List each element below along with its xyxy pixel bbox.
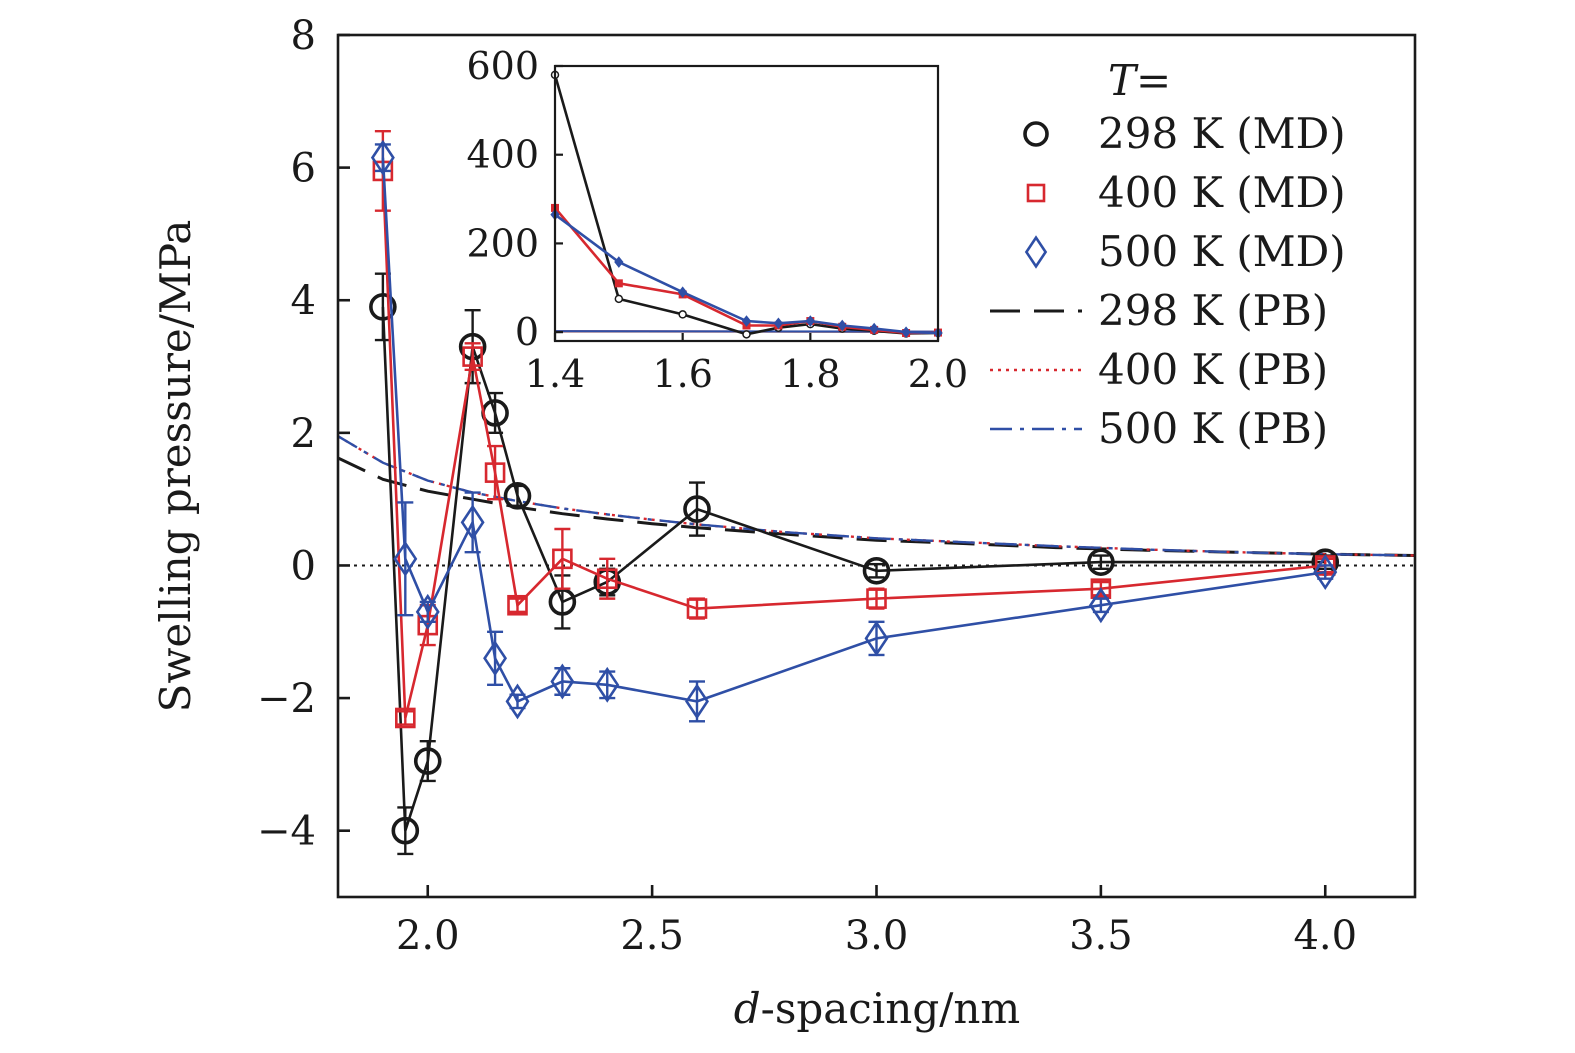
x-axis-title: d-spacing/nm: [734, 984, 1020, 1033]
legend-label: 298 K (MD): [1098, 109, 1346, 158]
inset-y-tick-label: 600: [466, 44, 539, 88]
data-point-298-k-md: [369, 293, 397, 321]
legend-entry-400-k-pb: 400 K (PB): [990, 345, 1328, 394]
data-point-500-k-md: [1088, 587, 1113, 624]
inset-x-tick-label: 1.6: [652, 352, 712, 396]
legend-title: T=: [1108, 56, 1171, 105]
data-point-298-k-md: [503, 482, 532, 510]
data-point-400-k-md: [507, 594, 528, 616]
main-y-tick-label: 0: [291, 543, 316, 589]
series-line-400-k-md: [381, 170, 1326, 719]
data-point-400-k-md: [686, 598, 708, 619]
data-point-298-k-md: [413, 747, 442, 775]
legend-label: 500 K (PB): [1098, 404, 1328, 453]
main-y-tick-label: 6: [291, 146, 316, 192]
main-y-tick-label: 8: [291, 13, 316, 59]
data-point-400-k-md: [552, 548, 573, 570]
data-point-400-k-md: [866, 588, 887, 609]
main-y-tick-label: −2: [257, 676, 316, 722]
inset-y-tick-label: 0: [515, 310, 539, 354]
inset-y-tick-label: 400: [466, 133, 539, 177]
series-298-k-pb: [338, 456, 1415, 557]
main-axes: 2.0 2.5 3.0 3.5 4.0 −4 −2 0 2 4 6 8: [257, 13, 1417, 959]
main-x-tick-label: 2.0: [396, 913, 460, 959]
y-axis-title: Swelling pressure/MPa: [151, 220, 200, 713]
inset-frame: [553, 64, 940, 343]
inset-data-point-500-k-md: [837, 319, 847, 332]
legend-entry-298-k-md: 298 K (MD): [1023, 109, 1346, 158]
series-298-k-md: [369, 272, 1340, 856]
data-point-400-k-md: [484, 462, 506, 483]
legend-swatch-marker: [1023, 121, 1049, 147]
inset-background: [555, 66, 938, 341]
data-point-400-k-md: [596, 568, 618, 590]
data-point-500-k-md: [370, 139, 395, 176]
main-y-tick-label: 4: [291, 278, 316, 324]
main-x-tick-label: 2.5: [620, 913, 684, 959]
main-plot-area: [338, 129, 1415, 856]
legend-swatch-marker: [1024, 235, 1048, 269]
legend-swatch-marker: [1026, 183, 1046, 203]
inset-chart: 1.4 1.6 1.8 2.0 0 200 400 600: [466, 44, 968, 396]
inset-data-point-500-k-md: [678, 286, 688, 299]
legend-entry-500-k-pb: 500 K (PB): [990, 404, 1328, 453]
legend-entry-500-k-md: 500 K (MD): [1024, 227, 1346, 276]
data-point-400-k-md: [395, 707, 416, 729]
legend-label: 500 K (MD): [1098, 227, 1346, 276]
data-point-500-k-md: [685, 683, 709, 720]
x-axis-title-italic: d: [734, 984, 761, 1033]
legend-label: 400 K (MD): [1098, 168, 1346, 217]
inset-data-point-298-k-md: [614, 294, 624, 304]
inset-data-point-500-k-md: [901, 326, 911, 338]
data-point-298-k-md: [548, 588, 577, 616]
inset-data-point-500-k-md: [869, 322, 879, 335]
inset-data-point-500-k-md: [805, 315, 815, 327]
main-x-tick-label: 3.5: [1069, 913, 1133, 959]
data-point-400-k-md: [462, 346, 483, 367]
inset-series-line-500-k-md: [554, 213, 939, 335]
inset-x-tick-label: 1.8: [780, 352, 840, 396]
data-point-500-k-md: [415, 593, 440, 630]
inset-data-point-400-k-md: [614, 279, 623, 288]
legend-label: 400 K (PB): [1098, 345, 1328, 394]
main-x-tick-label: 3.0: [845, 913, 909, 959]
data-point-298-k-md: [862, 556, 891, 585]
data-point-500-k-md: [1313, 554, 1338, 591]
main-y-tick-label: 2: [291, 411, 316, 457]
legend: T=298 K (MD) 400 K (MD) 500 K (MD) 298 K (P…: [990, 56, 1346, 453]
data-point-500-k-md: [393, 540, 418, 577]
data-point-500-k-md: [864, 620, 889, 657]
series-line-298-k-pb: [338, 456, 1415, 557]
data-point-500-k-md: [505, 683, 530, 720]
data-point-298-k-md: [683, 495, 711, 523]
inset-data-point-500-k-md: [614, 256, 624, 268]
data-point-298-k-md: [391, 816, 420, 845]
main-y-tick-label: −4: [257, 809, 316, 855]
x-axis-title-rest: -spacing/nm: [761, 984, 1021, 1033]
legend-label: 298 K (PB): [1098, 286, 1328, 335]
data-point-500-k-md: [460, 504, 485, 541]
inset-x-tick-label: 1.4: [525, 352, 585, 396]
data-point-500-k-md: [550, 663, 575, 700]
inset-x-tick-label: 2.0: [908, 352, 968, 396]
main-x-tick-label: 4.0: [1293, 913, 1357, 959]
inset-plot-area: [550, 70, 943, 339]
legend-entry-400-k-md: 400 K (MD): [1026, 168, 1346, 217]
inset-data-point-500-k-md: [741, 315, 752, 327]
series-500-k-md: [370, 139, 1338, 723]
inset-y-tick-label: 200: [466, 221, 539, 265]
data-point-298-k-md: [1087, 548, 1115, 576]
inset-axes: 1.4 1.6 1.8 2.0 0 200 400 600: [466, 44, 968, 396]
main-chart: 2.0 2.5 3.0 3.5 4.0 −4 −2 0 2 4 6 8 Swelling pressu…: [151, 13, 1417, 1033]
inset-data-point-298-k-md: [678, 310, 687, 319]
data-point-500-k-md: [595, 666, 620, 703]
data-point-500-k-md: [483, 640, 508, 677]
inset-series-500-k-md: [550, 208, 943, 339]
inset-data-point-500-k-md: [773, 317, 784, 330]
inset-data-point-298-k-md: [742, 330, 751, 339]
legend-entry-298-k-pb: 298 K (PB): [990, 286, 1328, 335]
